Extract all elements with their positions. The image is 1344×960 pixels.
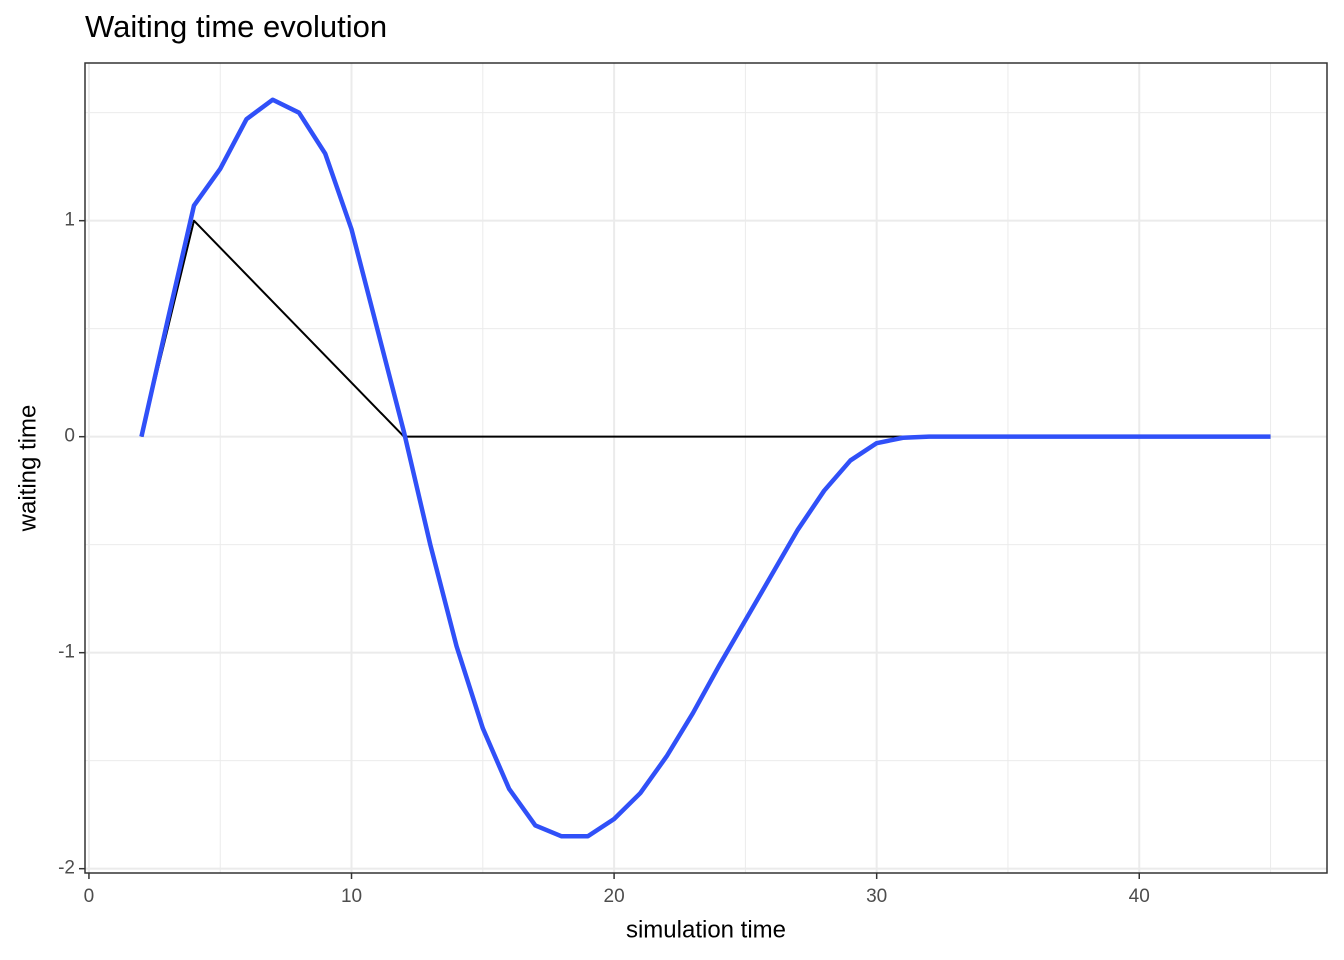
panel-border	[84, 62, 1328, 874]
chart-title: Waiting time evolution	[85, 9, 387, 44]
x-axis-label: simulation time	[626, 916, 786, 943]
x-tick-label: 40	[1129, 886, 1150, 907]
x-tick-label: 10	[341, 886, 362, 907]
y-tick-label: 0	[64, 426, 75, 447]
x-tick-label: 0	[84, 886, 95, 907]
x-tick-label: 30	[866, 886, 887, 907]
line	[139, 97, 1271, 839]
y-axis-label: waiting time	[14, 405, 41, 533]
y-tick-label: 1	[64, 210, 75, 231]
y-tick-label: -2	[58, 858, 75, 879]
y-tick-label: -1	[58, 642, 75, 663]
x-tick-label: 20	[604, 886, 625, 907]
